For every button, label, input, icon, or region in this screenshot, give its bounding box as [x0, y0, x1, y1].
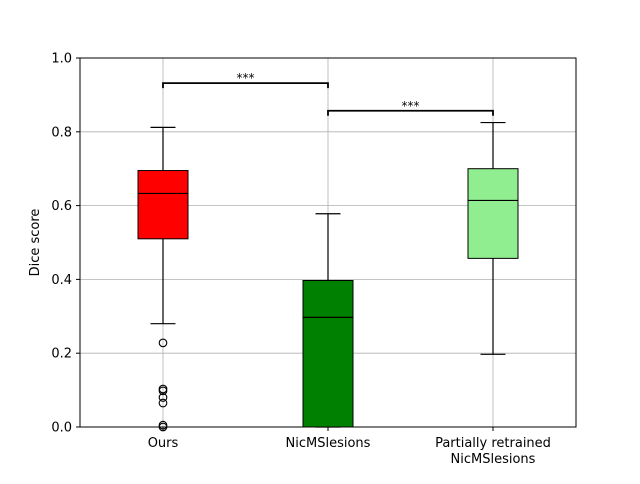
bracket-line: [327, 109, 494, 116]
y-tick-label: 0.6: [51, 199, 72, 214]
iqr-box: [137, 170, 189, 240]
outlier-point: [158, 393, 168, 402]
y-tick-label: 1.0: [51, 52, 72, 67]
iqr-box: [467, 168, 519, 259]
y-tick-label: 0.2: [51, 347, 72, 362]
y-tick-label: 0.8: [51, 125, 72, 140]
y-axis-label: Dice score: [28, 209, 43, 277]
iqr-box: [302, 280, 354, 428]
significance-brackets: *** ***: [162, 71, 494, 116]
significance-label: ***: [237, 71, 255, 85]
box-group: [137, 126, 189, 432]
y-tick-label: 0.4: [51, 273, 72, 288]
significance-bracket: ***: [327, 99, 494, 116]
axes: 0.0 0.2 0.4 0.6 0.8 1.0 Ours NicMSlesions Partia…: [51, 52, 551, 468]
outlier-point: [158, 338, 168, 348]
y-tick-label: 0.0: [51, 421, 72, 436]
bracket-line: [162, 82, 329, 89]
x-tick-label: Partially retrained NicMSlesions: [435, 436, 551, 467]
box-group: [302, 213, 354, 428]
boxes: [137, 121, 519, 432]
x-tick-label: Ours: [148, 436, 179, 451]
outlier-point: [158, 386, 168, 396]
box-group: [467, 121, 519, 355]
outlier-point: [158, 398, 168, 408]
significance-bracket: ***: [162, 71, 329, 89]
x-tick-label: NicMSlesions: [286, 436, 371, 451]
significance-label: ***: [402, 99, 420, 113]
